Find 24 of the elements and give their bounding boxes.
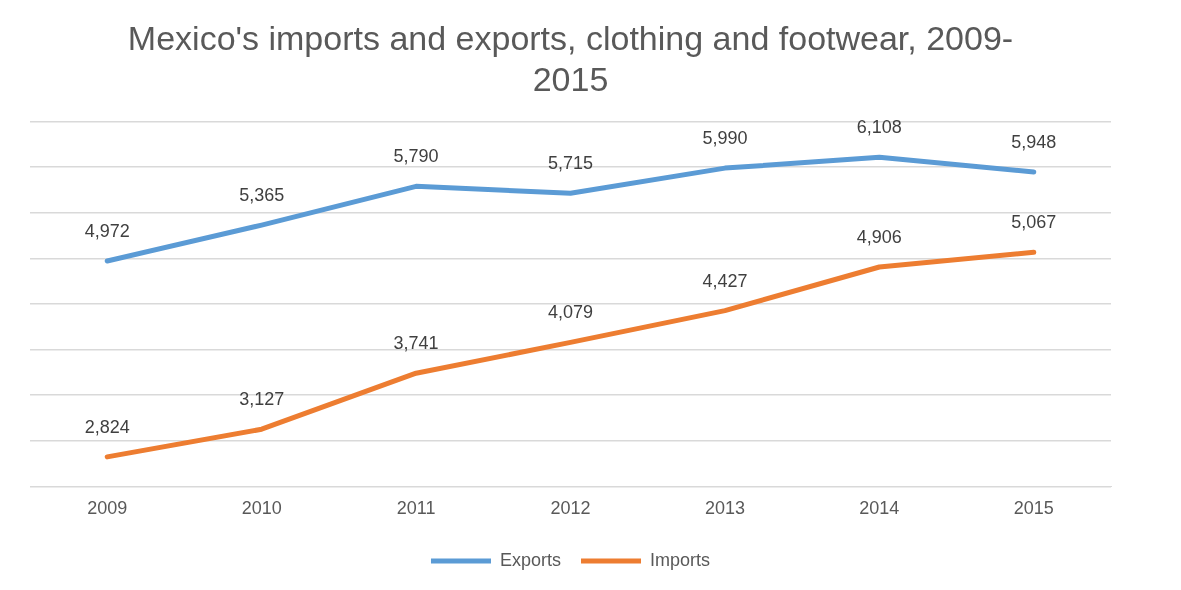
data-label: 3,741 [393,333,439,354]
data-label: 5,365 [239,185,285,206]
x-tick-label: 2009 [87,498,128,519]
data-label: 2,824 [84,416,130,437]
data-label: 4,906 [856,226,902,247]
data-label: 5,067 [1011,212,1057,233]
data-label: 5,990 [702,128,748,149]
legend-label: Exports [499,549,562,570]
x-tick-label: 2014 [859,498,900,519]
data-label: 5,715 [547,153,594,174]
data-label: 3,127 [239,389,285,410]
x-tick-label: 2015 [1013,498,1054,519]
data-label: 6,108 [856,117,902,138]
data-label: 5,948 [1011,131,1057,152]
x-tick-label: 2011 [396,498,436,519]
chart-title: Mexico's imports and exports, clothing and footwear, 2009-2015 [127,18,1014,98]
data-label: 5,790 [393,146,439,167]
x-tick-label: 2010 [241,498,282,519]
data-label: 4,972 [84,220,130,241]
data-label: 4,079 [547,302,594,323]
x-tick-label: 2013 [704,498,745,519]
legend-label: Imports [650,549,711,570]
data-label: 4,427 [702,270,748,291]
x-tick-label: 2012 [550,498,591,519]
